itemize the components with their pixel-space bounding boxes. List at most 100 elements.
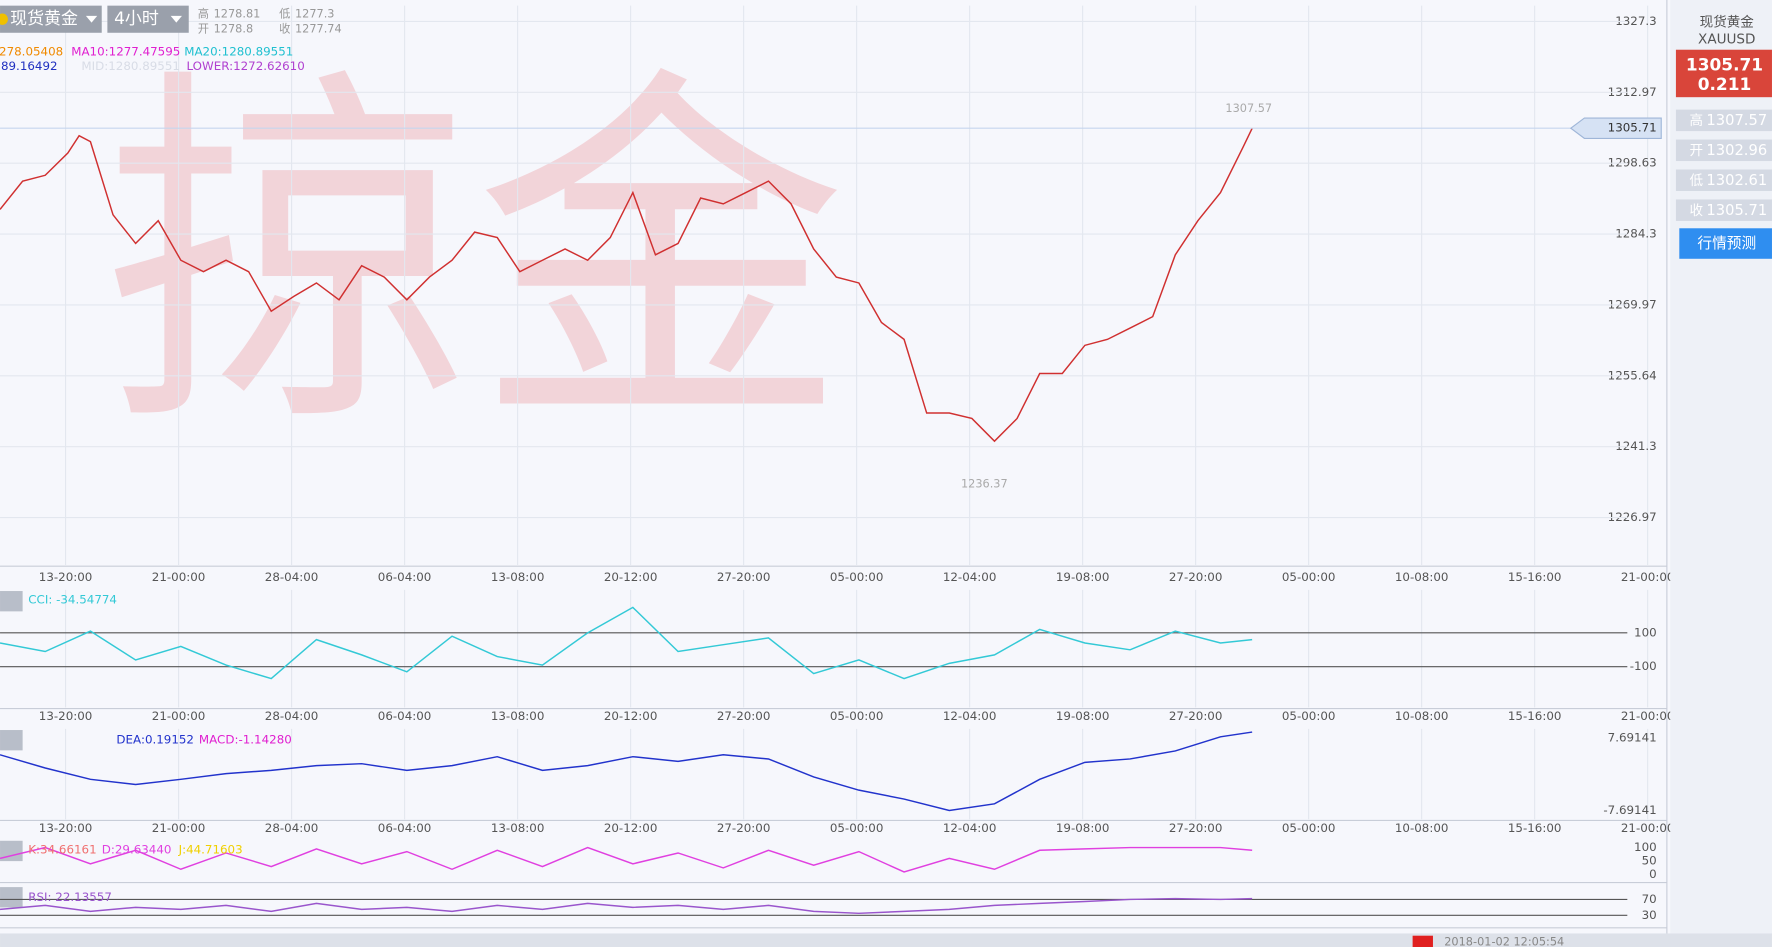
x-tick-label: 19-08:00: [1056, 821, 1110, 835]
x-tick-label: 19-08:00: [1056, 709, 1110, 723]
x-tick-label: 05-00:00: [1282, 709, 1336, 723]
x-tick-label: 15-16:00: [1508, 709, 1562, 723]
settings-icon: [0, 730, 23, 751]
quote-row-label: 收: [1689, 203, 1703, 219]
x-tick-label: 21-00:00: [152, 570, 206, 584]
x-tick-label: 10-08:00: [1395, 570, 1449, 584]
series-line: [0, 846, 1253, 873]
y-tick-label: 50: [1642, 854, 1657, 868]
symbol-select[interactable]: [0, 5, 102, 33]
indicator-label: MA5:1278.05408: [0, 44, 63, 58]
extreme-label: 1236.37: [961, 478, 1008, 491]
x-tick-label: 15-16:00: [1508, 821, 1562, 835]
settings-icon: [0, 840, 23, 862]
x-tick-label: 12-04:00: [943, 709, 997, 723]
stat-label: 收: [279, 21, 290, 35]
dropdown-arrow: [170, 15, 182, 23]
x-tick-label: 12-04:00: [943, 570, 997, 584]
stat-value: 1278.81: [214, 8, 261, 21]
flag-icon: [1412, 935, 1433, 947]
watermark: 掠金: [102, 38, 848, 472]
stat-label: 开: [198, 22, 209, 35]
header-stats: 高 1278.81 开 1278.8 低 1277.3 收 1277.74: [198, 7, 342, 36]
x-tick-label: 06-04:00: [378, 709, 432, 723]
x-tick-label: 19-08:00: [1056, 570, 1110, 584]
x-tick-label: 06-04:00: [378, 570, 432, 584]
y-tick-label: -7.69141: [1603, 803, 1656, 817]
series-line: [0, 606, 1253, 680]
x-tick-label: 21-00:00: [152, 821, 206, 835]
x-tick-label: 21-00:00: [1621, 709, 1675, 723]
quote-code: XAUUSD: [1698, 32, 1755, 48]
stat-value: 1277.74: [295, 22, 342, 35]
x-tick-label: 27-20:00: [1169, 709, 1223, 723]
indicator-label: MA20:1280.89551: [184, 44, 293, 58]
y-tick-label: -100: [1630, 659, 1657, 673]
stat-label: 高: [198, 7, 209, 21]
y-tick-label: 30: [1642, 908, 1657, 922]
period[interactable]: 4小时: [114, 8, 159, 28]
x-tick-label: 28-04:00: [265, 709, 319, 723]
y-tick-label: 1226.97: [1608, 510, 1657, 524]
indicator-label: RSI: 22.13557: [28, 890, 112, 904]
indicator-label: MID:1280.89551: [81, 59, 180, 73]
series-line: [0, 731, 1253, 812]
indicator-label: DEA:0.19152: [116, 733, 194, 747]
y-tick-label: 100: [1634, 625, 1657, 639]
x-tick-label: 27-20:00: [717, 570, 771, 584]
status-bar: [0, 933, 1772, 947]
quote-row: [1675, 169, 1772, 191]
x-tick-label: 21-00:00: [1621, 821, 1675, 835]
y-tick-label: 1312.97: [1608, 85, 1657, 99]
x-tick-label: 13-08:00: [491, 570, 545, 584]
indicator-label: K:34.66161: [28, 842, 96, 856]
settings-icon: [0, 887, 23, 908]
current-price-tag: [1569, 117, 1662, 139]
x-tick-label: 06-04:00: [378, 821, 432, 835]
quote-row-label: 高: [1689, 112, 1703, 129]
symbol-icon: [0, 13, 8, 25]
quote-rows: 高 1307.57开 1302.96低 1302.61收 1305.71: [1675, 109, 1772, 221]
quote-row-value: 1307.57: [1706, 112, 1767, 129]
x-tick-label: 05-00:00: [830, 570, 884, 584]
x-tick-label: 27-20:00: [1169, 570, 1223, 584]
x-tick-label: 10-08:00: [1395, 821, 1449, 835]
quote-row-value: 1305.71: [1706, 202, 1767, 219]
x-tick-label: 05-00:00: [830, 709, 884, 723]
x-tick-label: 20-12:00: [604, 709, 658, 723]
indicator-label: MA10:1277.47595: [71, 44, 180, 58]
y-tick-label: 100: [1634, 840, 1657, 854]
x-tick-label: 13-20:00: [39, 709, 93, 723]
plots: 13-20:00 21-00:00 28-04:00 06-04:00 13-08:00…: [0, 5, 1675, 929]
status-time: 2018-01-02 12:05:54: [1444, 935, 1564, 947]
indicator-label: J:44.71603: [178, 842, 243, 856]
y-tick-label: 1241.3: [1615, 439, 1657, 453]
x-tick-label: 21-00:00: [152, 709, 206, 723]
y-tick-label: 70: [1642, 892, 1657, 906]
x-tick-label: 10-08:00: [1395, 709, 1449, 723]
symbol[interactable]: 现货黄金: [10, 8, 78, 28]
quote-row-label: 开: [1689, 143, 1703, 159]
x-tick-label: 27-20:00: [717, 821, 771, 835]
x-tick-label: 13-08:00: [491, 709, 545, 723]
quote-row: [1675, 139, 1772, 162]
x-tick-label: 20-12:00: [604, 821, 658, 835]
y-tick-label: 7.69141: [1608, 730, 1657, 744]
x-tick-label: 13-20:00: [39, 570, 93, 584]
indicator-label: UPPER:1289.16492: [0, 59, 58, 73]
quote-row-value: 1302.96: [1706, 142, 1767, 159]
quote-row-label: 低: [1689, 173, 1703, 189]
quote-row: [1675, 199, 1772, 221]
y-tick-label: 1255.64: [1608, 368, 1657, 382]
x-tick-label: 05-00:00: [1282, 821, 1336, 835]
forecast-button-label[interactable]: 行情预测: [1697, 235, 1756, 252]
x-tick-label: 15-16:00: [1508, 570, 1562, 584]
indicator-label: CCI: -34.54774: [28, 593, 117, 607]
current-price: 1305.71: [1608, 121, 1657, 135]
indicator-label: D:29.63440: [102, 842, 172, 856]
forecast-button[interactable]: [1679, 228, 1772, 259]
price-box: [1675, 49, 1772, 98]
